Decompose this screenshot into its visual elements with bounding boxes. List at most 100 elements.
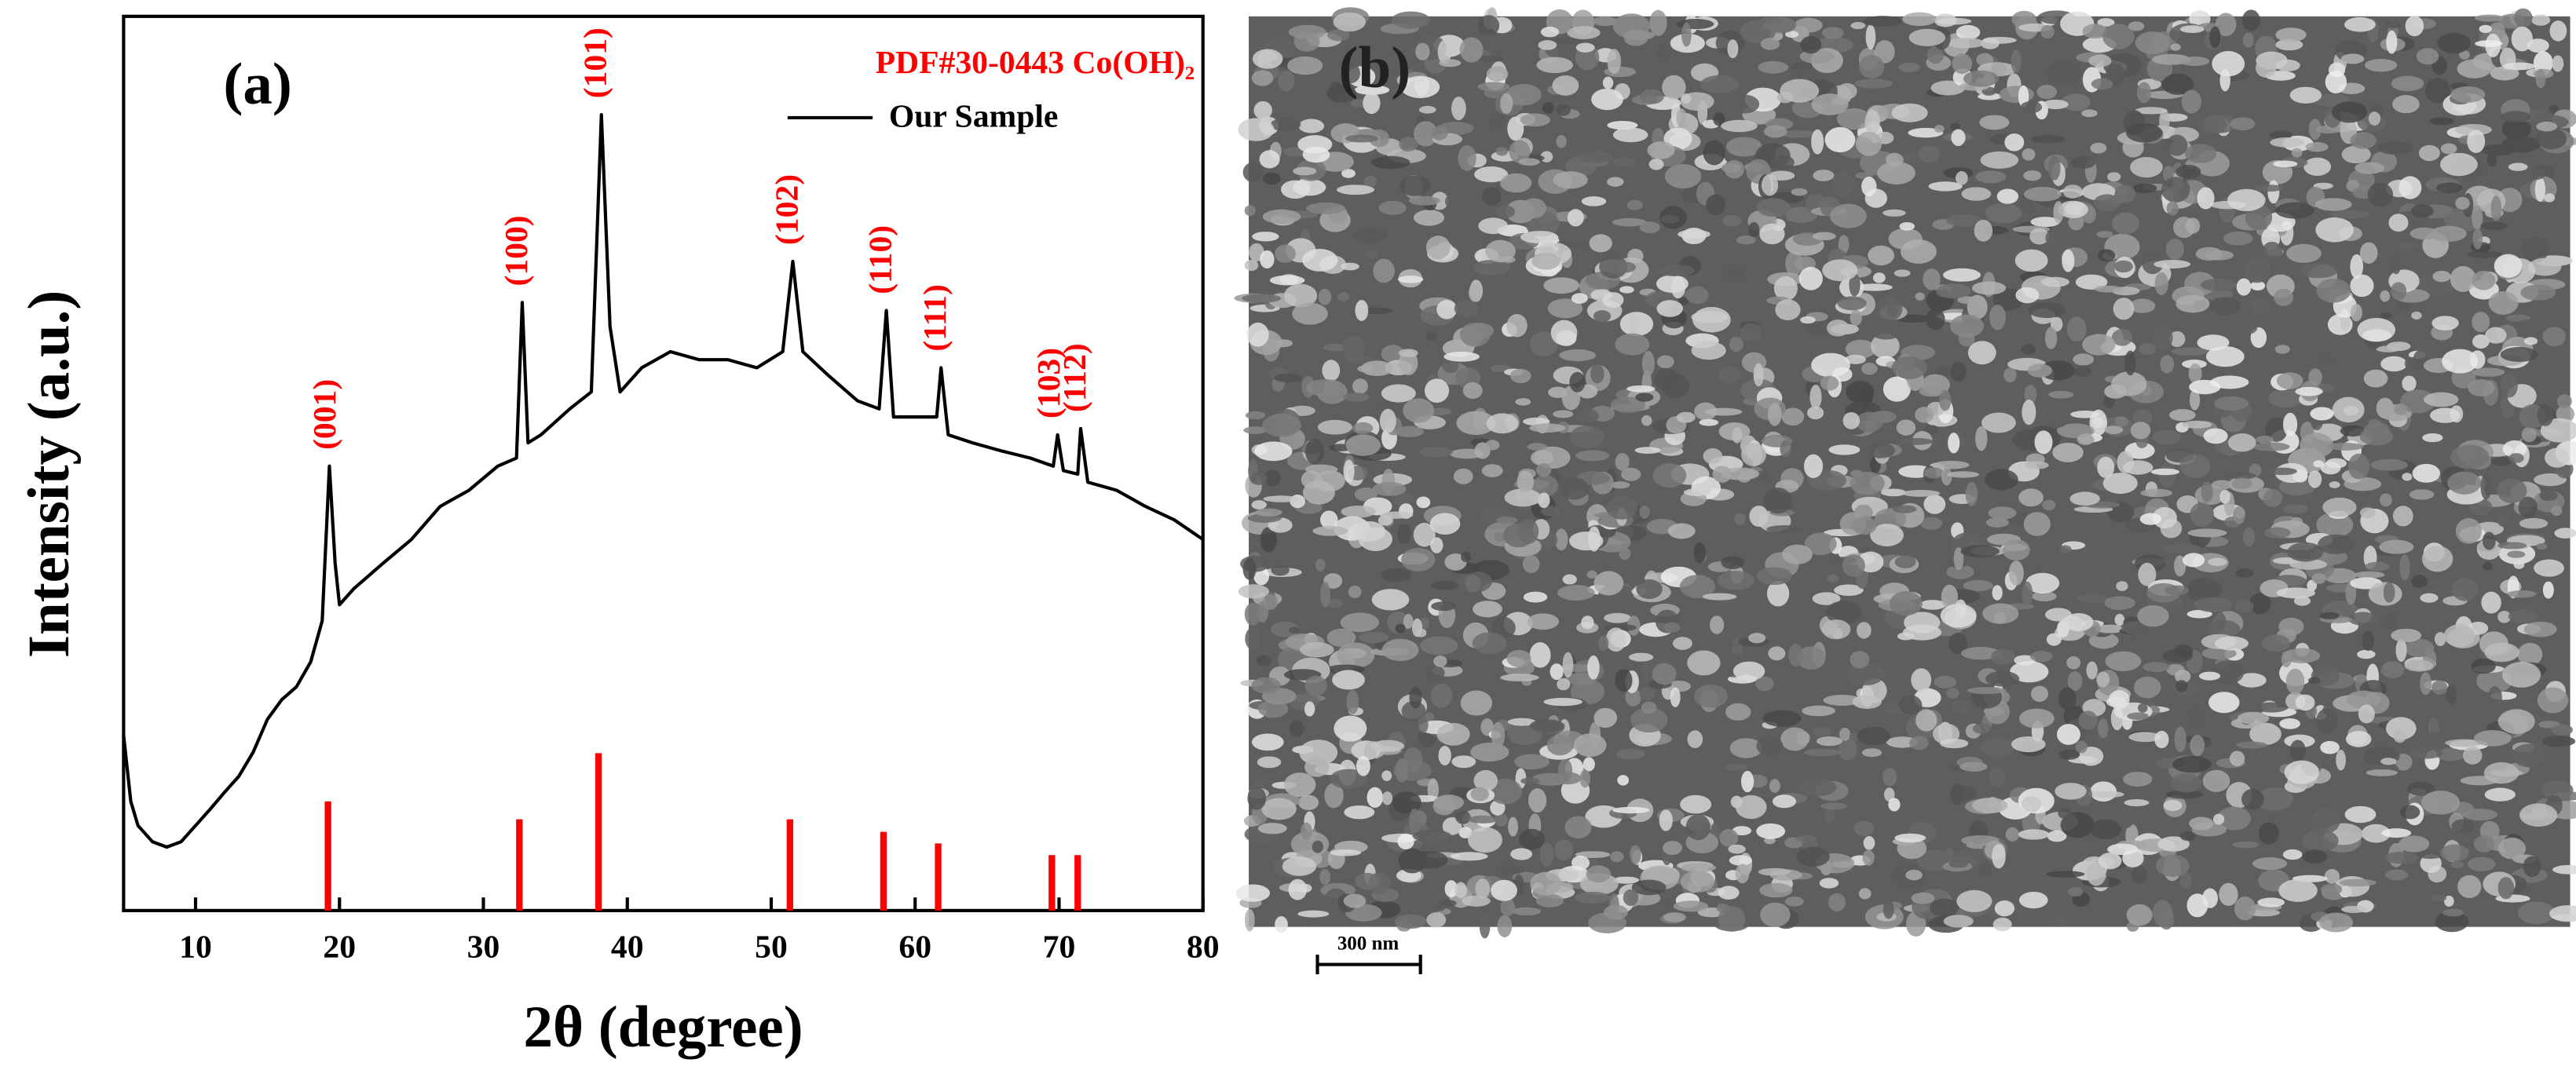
grain (1416, 496, 1431, 509)
grain (2497, 709, 2535, 734)
grain (1694, 684, 1728, 708)
grain (2345, 731, 2372, 747)
grain (2468, 856, 2496, 871)
grain (2011, 736, 2046, 753)
grain (1413, 210, 1445, 226)
grain (1255, 508, 1283, 517)
grain (1691, 311, 1729, 323)
grain (2479, 24, 2492, 33)
grain (1353, 520, 1386, 542)
grain (2388, 214, 2409, 232)
x-tick-label: 40 (611, 929, 644, 965)
grain (2393, 729, 2407, 743)
grain (1477, 82, 1510, 92)
grain (1963, 579, 1994, 592)
grain (1619, 312, 1654, 337)
grain (1798, 778, 1837, 797)
grain (1728, 844, 1746, 854)
grain (2556, 394, 2572, 409)
grain (1784, 897, 1804, 907)
grain (2186, 609, 2212, 619)
grain (2329, 481, 2340, 488)
grain (1923, 495, 1946, 514)
grain (1251, 733, 1284, 751)
grain (2391, 255, 2402, 275)
grain (1442, 358, 1459, 374)
grain (2473, 835, 2495, 853)
grain (2523, 337, 2538, 345)
grain (2055, 913, 2066, 927)
grain (1488, 110, 1506, 130)
grain (2420, 672, 2431, 696)
grain (2058, 687, 2077, 710)
grain (1634, 447, 1661, 454)
grain (1615, 669, 1633, 692)
grain (1730, 94, 1760, 114)
grain (1481, 464, 1503, 477)
grain (2350, 274, 2374, 298)
grain (1736, 236, 1756, 245)
grain (2350, 254, 2364, 279)
grain (2402, 375, 2417, 392)
grain (1567, 26, 1601, 39)
grain (2420, 791, 2461, 815)
grain (2172, 755, 2212, 773)
grain (2486, 152, 2497, 167)
grain (1850, 472, 1885, 495)
grain (1355, 299, 1369, 321)
grain (1378, 200, 1407, 215)
grain (2383, 582, 2395, 603)
grain (1678, 229, 1711, 239)
grain (1939, 389, 1952, 411)
grain (1426, 912, 1447, 928)
grain (1500, 897, 1516, 916)
grain (1949, 314, 1985, 338)
grain (2466, 250, 2502, 258)
grain (1602, 292, 1624, 309)
grain (1401, 547, 1436, 572)
grain (2411, 311, 2422, 320)
grain (1415, 42, 1430, 60)
grain (1781, 544, 1813, 564)
grain (1806, 406, 1824, 420)
grain (2002, 539, 2030, 561)
grain (1456, 411, 1496, 436)
grain (1247, 787, 1267, 810)
grain (1640, 89, 1664, 104)
grain (2044, 327, 2058, 349)
grain (1327, 29, 1350, 42)
grain (1894, 269, 1911, 277)
grain (1531, 253, 1561, 270)
grain (1260, 527, 1277, 553)
grain (2340, 425, 2366, 437)
grain (1809, 385, 1822, 410)
grain (1298, 119, 1325, 133)
grain (2115, 416, 2128, 427)
grain (2124, 798, 2150, 807)
grain (1647, 141, 1675, 159)
grain (1725, 703, 1751, 721)
grain (1652, 463, 1687, 488)
grain (2315, 125, 2341, 134)
grain (1798, 266, 1823, 290)
grain (1262, 209, 1301, 225)
grain (1918, 145, 1940, 163)
grain (2379, 539, 2414, 554)
grain (1766, 580, 1790, 607)
grain (1352, 228, 1388, 243)
grain (1729, 336, 1744, 352)
grain (1436, 300, 1458, 320)
grain (1911, 892, 1935, 904)
grain (1535, 893, 1564, 908)
grain (2234, 599, 2254, 614)
grain (2179, 872, 2192, 889)
grain (2523, 621, 2557, 637)
grain (1354, 85, 1390, 95)
grain (2061, 93, 2091, 111)
grain (2130, 422, 2151, 440)
grain (1836, 108, 1872, 130)
grain (2152, 429, 2181, 445)
grain (1800, 35, 1822, 54)
grain (2063, 613, 2094, 632)
grain (1639, 505, 1650, 519)
